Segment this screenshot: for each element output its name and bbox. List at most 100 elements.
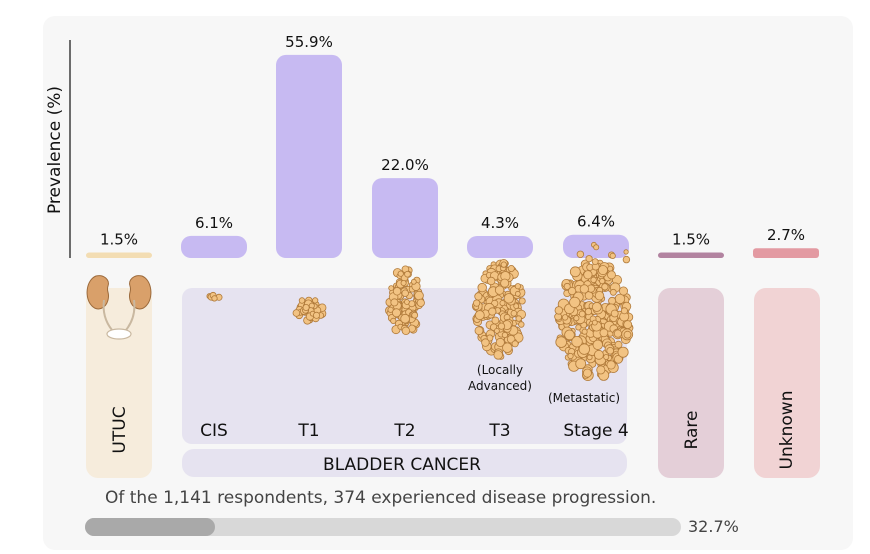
tumor-cell <box>607 265 614 272</box>
tumor-cell <box>472 299 481 307</box>
tumor-cell <box>477 282 487 293</box>
tumor-cell <box>211 295 218 302</box>
kidney-icon-part <box>86 275 110 310</box>
kidney-icon-part <box>102 299 113 331</box>
tumor-cell <box>400 313 410 324</box>
bladder-group-band <box>182 449 627 477</box>
tumor-cell <box>591 302 602 312</box>
tumor-cell <box>491 316 500 325</box>
tumor-cell <box>585 255 593 263</box>
tumor-cell <box>416 298 425 307</box>
tumor-cell <box>623 330 632 339</box>
sublabel-stage-4: (Metastatic) <box>548 391 620 405</box>
category-label-t2: T2 <box>393 421 415 441</box>
value-label-cis: 6.1% <box>195 214 233 232</box>
tumor-cell <box>390 298 399 307</box>
tumor-cell <box>513 303 520 310</box>
tumor-cell <box>401 289 409 297</box>
footnote: Of the 1,141 respondents, 374 experience… <box>105 488 657 508</box>
category-label-utuc: UTUC <box>110 406 130 453</box>
category-label-unknown: Unknown <box>777 391 797 470</box>
tumor-cell <box>514 290 521 297</box>
tumor-cell <box>414 290 424 301</box>
value-label-stage-4: 6.4% <box>577 213 615 231</box>
tumor-cell <box>617 346 629 358</box>
tumor-cell <box>411 311 419 319</box>
tumor-cell <box>488 307 497 316</box>
bar-unknown <box>753 248 819 258</box>
tumor-cell <box>388 285 395 292</box>
tumor-cell <box>403 299 410 305</box>
tumor-cell <box>401 326 411 335</box>
tumor-cell <box>578 343 591 355</box>
tumor-cell <box>619 286 629 296</box>
rare-panel <box>658 288 724 478</box>
tumor-cell <box>575 358 587 370</box>
tumor-cell <box>578 310 586 318</box>
tumor-cell <box>312 297 319 304</box>
tumor-cell <box>518 321 525 328</box>
sublabel-t3: (Locally <box>477 363 523 377</box>
tumor-cell <box>571 336 583 348</box>
tumor-cell <box>606 346 614 355</box>
kidney-icon-part <box>125 299 136 331</box>
tumor-cell <box>579 284 589 294</box>
tumor-cell <box>554 306 563 315</box>
category-label-t3: T3 <box>488 421 510 441</box>
tumor-cell <box>609 288 617 296</box>
tumor-cell <box>596 365 606 375</box>
value-label-unknown: 2.7% <box>767 226 805 244</box>
tumor-cell <box>400 279 407 286</box>
tumor-cell <box>518 297 526 305</box>
tumor-cluster-icon-stage-4 <box>554 259 634 382</box>
tumor-cell <box>608 296 617 305</box>
tumor-cell <box>567 286 577 296</box>
tumor-cell <box>392 287 402 296</box>
tumor-cell <box>514 283 522 290</box>
tumor-cell <box>567 352 574 360</box>
tumor-cell <box>591 319 598 326</box>
tumor-cell <box>564 329 575 341</box>
tumor-cell <box>599 328 609 338</box>
tumor-cell <box>623 249 629 255</box>
tumor-cell <box>606 360 616 370</box>
tumor-cell <box>607 270 616 280</box>
tumor-cell <box>474 326 484 336</box>
tumor-cell <box>620 307 628 315</box>
value-label-t1: 55.9% <box>285 33 333 51</box>
tumor-cluster-icon-t2 <box>385 265 425 335</box>
progression-bar <box>85 518 681 536</box>
tumor-cell <box>583 270 593 280</box>
category-label-rare: Rare <box>682 411 702 450</box>
tumor-cell <box>481 338 490 347</box>
tumor-cell <box>623 320 633 330</box>
utuc-panel <box>86 288 152 478</box>
tumor-cell <box>487 276 496 286</box>
tumor-cell <box>390 317 397 324</box>
tumor-cell <box>601 283 609 291</box>
kidney-icon-part <box>128 275 152 310</box>
bar-t1 <box>276 54 342 258</box>
tumor-cell <box>584 307 593 316</box>
tumor-cell <box>507 264 515 272</box>
tumor-cell <box>493 350 503 360</box>
sublabel-t3: Advanced) <box>468 379 532 393</box>
tumor-cell <box>563 282 571 290</box>
bar-utuc <box>86 252 152 258</box>
tumor-cell <box>592 339 604 351</box>
tumor-cell <box>622 255 631 264</box>
tumor-cell <box>500 261 507 268</box>
tumor-cell <box>495 337 505 347</box>
tumor-cell <box>499 300 506 307</box>
tumor-cell <box>599 277 606 285</box>
tumor-cell <box>575 324 582 331</box>
tumor-cell <box>494 285 505 295</box>
progression-value: 32.7% <box>688 517 739 536</box>
value-label-utuc: 1.5% <box>100 231 138 249</box>
tumor-cell <box>591 258 599 266</box>
value-label-t3: 4.3% <box>481 214 519 232</box>
tumor-cell <box>593 244 600 251</box>
y-axis-label: Prevalence (%) <box>45 86 65 214</box>
tumor-cell <box>581 328 588 335</box>
